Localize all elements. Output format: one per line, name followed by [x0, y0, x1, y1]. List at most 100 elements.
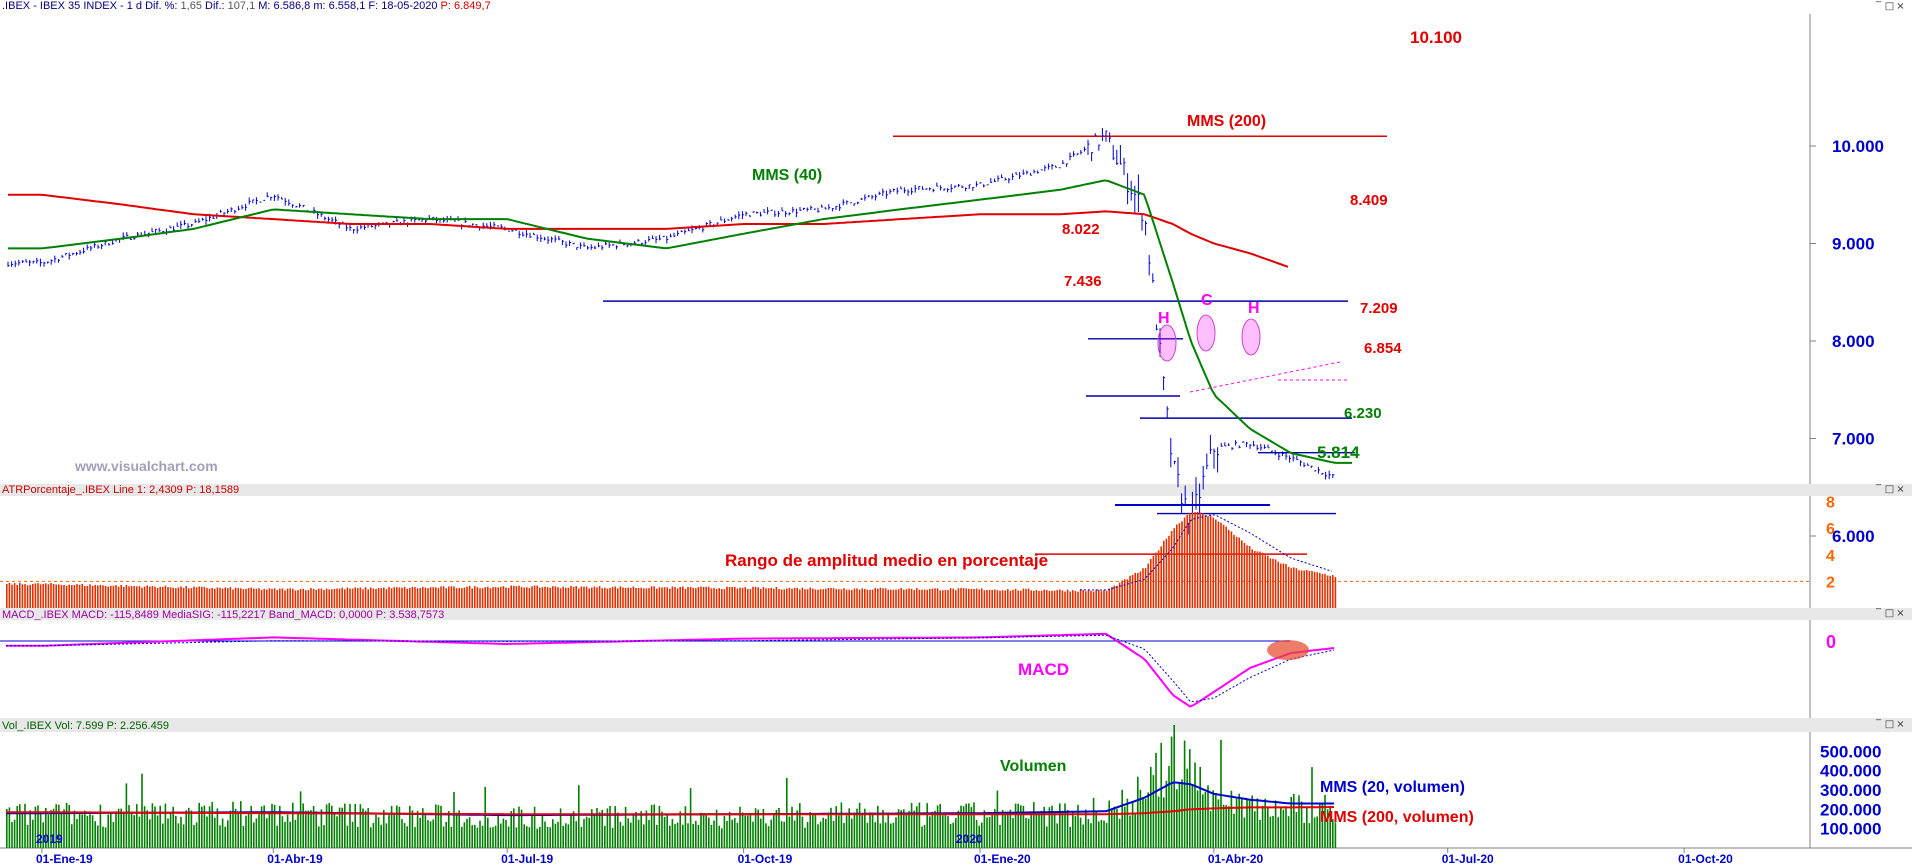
atr-bar — [572, 586, 575, 608]
atr-bar — [232, 589, 234, 608]
atr-bar — [341, 587, 343, 608]
atr-bar — [598, 586, 601, 608]
volume-bar — [669, 825, 671, 848]
atr-bar — [1298, 570, 1300, 608]
volume-bar — [617, 812, 619, 848]
volume-bar — [1259, 819, 1261, 848]
header-date: F: 18-05-2020 — [368, 0, 438, 12]
volume-bar — [320, 809, 323, 848]
volume-bar — [1293, 793, 1295, 848]
maximize-icon[interactable]: □ — [1884, 719, 1895, 730]
volume-bar — [1212, 790, 1214, 848]
close-icon[interactable]: × — [1896, 484, 1905, 495]
atr-bar — [627, 587, 629, 608]
volume-bar — [1243, 817, 1246, 848]
atr-bar — [1056, 590, 1058, 608]
atr-bar — [375, 589, 377, 608]
volume-bar — [710, 824, 713, 848]
volume-bar — [47, 814, 50, 848]
atr-bar — [658, 587, 661, 608]
volume-bar — [190, 810, 193, 848]
atr-bar — [991, 589, 993, 608]
volume-bar — [658, 805, 661, 848]
atr-bar — [312, 588, 315, 608]
volume-bar — [1111, 810, 1113, 848]
volume-bar — [637, 819, 640, 848]
atr-bar — [554, 586, 557, 608]
atr-bar — [866, 589, 869, 608]
volume-bar — [939, 803, 941, 848]
volume-bar — [463, 822, 466, 848]
volume-bar — [1124, 806, 1126, 848]
volume-bar — [913, 810, 915, 848]
atr-bar — [695, 588, 697, 608]
volume-bar — [1186, 768, 1188, 848]
volume-bar — [266, 818, 268, 848]
atr-bar — [229, 587, 232, 608]
volume-bar — [1181, 779, 1183, 848]
volume-bar — [783, 821, 785, 848]
header-symbol: .IBEX - IBEX 35 INDEX - — [2, 0, 127, 12]
volume-tick-label: 100.000 — [1820, 820, 1881, 839]
atr-bar — [585, 586, 588, 608]
atr-bar — [705, 586, 707, 608]
volume-bar — [630, 822, 632, 848]
volume-bar — [676, 822, 679, 848]
volume-bar — [1030, 812, 1032, 848]
volume-bar — [1064, 803, 1066, 848]
volume-bar — [112, 822, 115, 848]
atr-bar — [874, 588, 876, 608]
minimize-icon[interactable]: ‾ — [1876, 484, 1881, 495]
atr-bar — [1295, 568, 1298, 608]
atr-bar — [1264, 555, 1266, 608]
maximize-icon[interactable]: □ — [1884, 484, 1895, 495]
atr-bar — [1225, 526, 1227, 608]
atr-bar — [68, 584, 70, 608]
volume-bar — [864, 808, 866, 848]
atr-bar — [799, 589, 801, 608]
volume-bar — [138, 816, 141, 848]
volume-bar — [923, 825, 926, 848]
maximize-icon[interactable]: □ — [1884, 1, 1895, 12]
minimize-icon[interactable]: ‾ — [1876, 608, 1881, 619]
close-icon[interactable]: × — [1896, 608, 1905, 619]
volume-bar — [968, 803, 970, 848]
volume-bar — [793, 820, 796, 848]
maximize-icon[interactable]: □ — [1884, 608, 1895, 619]
atr-bar — [819, 589, 822, 608]
atr-bar — [1064, 591, 1066, 608]
atr-bar — [393, 587, 395, 608]
volume-bar — [154, 806, 156, 848]
minimize-icon[interactable]: ‾ — [1876, 1, 1881, 12]
close-icon[interactable]: × — [1896, 1, 1905, 12]
volume-bar — [635, 811, 637, 848]
atr-bar — [136, 586, 138, 608]
minimize-icon[interactable]: ‾ — [1876, 719, 1881, 730]
atr-bar — [240, 588, 242, 608]
volume-bar — [1248, 800, 1251, 848]
volume-bar — [143, 806, 146, 848]
atr-bar — [1092, 591, 1095, 608]
atr-bar — [1025, 588, 1027, 608]
atr-bar — [47, 584, 50, 608]
volume-bar — [1134, 814, 1136, 848]
atr-bar — [661, 587, 663, 608]
volume-bar — [1157, 796, 1160, 848]
atr-bar — [767, 588, 770, 608]
volume-bar — [632, 813, 635, 848]
close-icon[interactable]: × — [1896, 719, 1905, 730]
volume-bar — [247, 813, 250, 848]
x-tick-label: 01-Oct-19 — [738, 852, 793, 866]
atr-bar — [552, 586, 554, 608]
volume-bar — [786, 777, 788, 848]
atr-bar — [156, 587, 159, 608]
volume-bar — [596, 808, 598, 848]
volume-bar — [500, 823, 502, 848]
volume-bar — [6, 808, 8, 848]
atr-bar — [708, 586, 710, 608]
atr-bar — [1173, 528, 1175, 608]
volume-bar — [518, 806, 520, 848]
atr-bar — [749, 589, 752, 608]
atr-bar — [42, 583, 44, 608]
